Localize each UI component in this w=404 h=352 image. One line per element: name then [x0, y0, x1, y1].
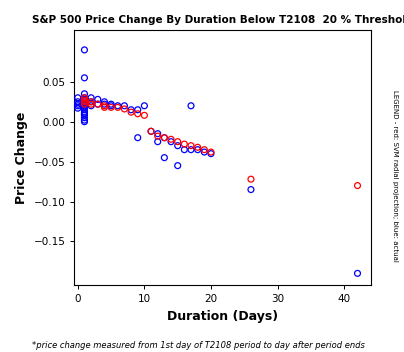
- Point: [114, 105, 121, 110]
- Point: [148, 128, 154, 134]
- Point: [354, 183, 361, 188]
- Point: [88, 99, 95, 105]
- Point: [248, 176, 254, 182]
- Point: [201, 149, 208, 155]
- Point: [128, 109, 134, 115]
- Point: [75, 95, 81, 101]
- Point: [75, 101, 81, 107]
- Point: [95, 101, 101, 107]
- Point: [81, 113, 88, 118]
- Point: [161, 135, 168, 140]
- Point: [161, 135, 168, 140]
- Point: [81, 99, 88, 105]
- Point: [81, 115, 88, 120]
- Point: [188, 147, 194, 152]
- Title: S&P 500 Price Change By Duration Below T2108  20 % Threshold: S&P 500 Price Change By Duration Below T…: [32, 15, 404, 25]
- Point: [81, 75, 88, 81]
- Point: [81, 101, 88, 107]
- Point: [108, 101, 114, 107]
- Point: [354, 271, 361, 276]
- Point: [154, 131, 161, 137]
- Point: [161, 155, 168, 161]
- Point: [194, 147, 201, 152]
- Point: [108, 103, 114, 108]
- Point: [175, 163, 181, 169]
- Point: [101, 105, 107, 110]
- Point: [175, 139, 181, 144]
- Point: [135, 135, 141, 140]
- Point: [81, 99, 88, 105]
- Point: [175, 143, 181, 149]
- Point: [201, 147, 208, 152]
- Point: [95, 101, 101, 107]
- Point: [121, 103, 128, 108]
- Point: [135, 107, 141, 113]
- Point: [75, 105, 81, 111]
- Point: [194, 144, 201, 150]
- Point: [81, 101, 88, 107]
- Point: [95, 96, 101, 102]
- Point: [75, 99, 81, 105]
- Text: LEGEND - red: SVM radial projection; blue: actual: LEGEND - red: SVM radial projection; blu…: [392, 90, 398, 262]
- Point: [75, 103, 81, 108]
- Point: [208, 151, 214, 157]
- Point: [81, 111, 88, 117]
- Point: [81, 98, 88, 103]
- Point: [81, 119, 88, 125]
- Point: [128, 107, 134, 113]
- X-axis label: Duration (Days): Duration (Days): [167, 310, 278, 323]
- Point: [154, 133, 161, 139]
- Point: [81, 95, 88, 101]
- Point: [88, 95, 95, 101]
- Point: [88, 103, 95, 108]
- Point: [81, 95, 88, 101]
- Point: [101, 99, 107, 105]
- Point: [81, 107, 88, 113]
- Point: [101, 101, 107, 107]
- Point: [88, 99, 95, 105]
- Point: [81, 47, 88, 53]
- Point: [101, 103, 107, 108]
- Point: [81, 109, 88, 115]
- Point: [141, 113, 147, 118]
- Point: [148, 128, 154, 134]
- Point: [208, 149, 214, 155]
- Text: *price change measured from 1st day of T2108 period to day after period ends: *price change measured from 1st day of T…: [32, 341, 365, 350]
- Point: [81, 117, 88, 123]
- Point: [181, 147, 187, 152]
- Point: [114, 103, 121, 108]
- Point: [135, 111, 141, 117]
- Point: [141, 103, 147, 108]
- Point: [108, 105, 114, 110]
- Point: [154, 139, 161, 144]
- Point: [88, 101, 95, 107]
- Point: [248, 187, 254, 193]
- Point: [181, 141, 187, 147]
- Point: [168, 139, 174, 144]
- Point: [168, 137, 174, 142]
- Y-axis label: Price Change: Price Change: [15, 112, 28, 204]
- Point: [121, 106, 128, 112]
- Point: [81, 96, 88, 102]
- Point: [81, 105, 88, 111]
- Point: [81, 103, 88, 108]
- Point: [188, 103, 194, 108]
- Point: [81, 91, 88, 96]
- Point: [188, 143, 194, 149]
